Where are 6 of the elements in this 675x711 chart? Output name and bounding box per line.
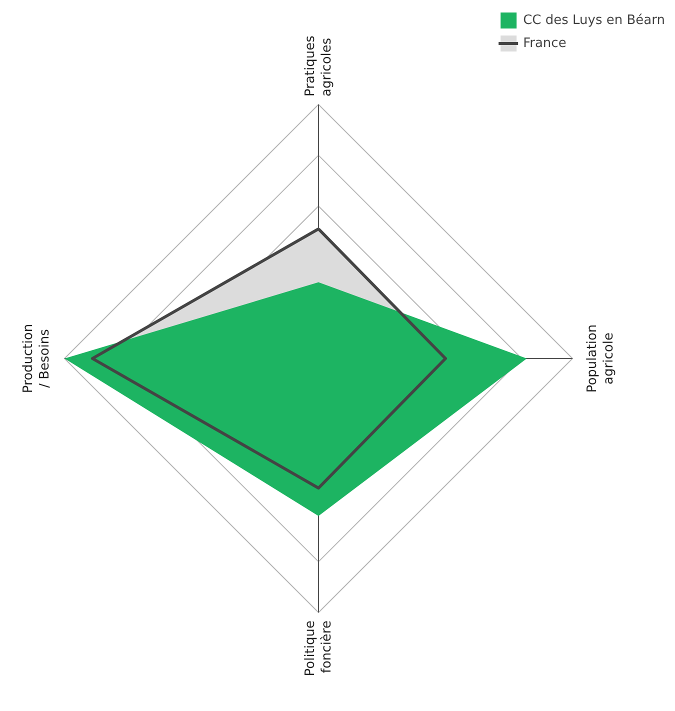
- legend-label: CC des Luys en Béarn: [523, 12, 665, 28]
- spoke-label: Politique foncière: [302, 620, 334, 676]
- legend-label: France: [523, 36, 566, 50]
- spoke-label: Production / Besoins: [20, 324, 52, 394]
- spoke-label: Population agricole: [584, 324, 616, 393]
- spoke-label: Pratiques agricoles: [302, 35, 334, 96]
